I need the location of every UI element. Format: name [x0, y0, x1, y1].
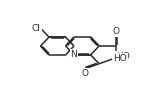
Text: O: O — [112, 27, 119, 36]
Text: HO: HO — [116, 52, 130, 61]
Text: Cl: Cl — [32, 24, 41, 33]
Text: N: N — [71, 50, 77, 59]
Text: O: O — [81, 69, 88, 78]
Text: HO: HO — [114, 54, 127, 63]
